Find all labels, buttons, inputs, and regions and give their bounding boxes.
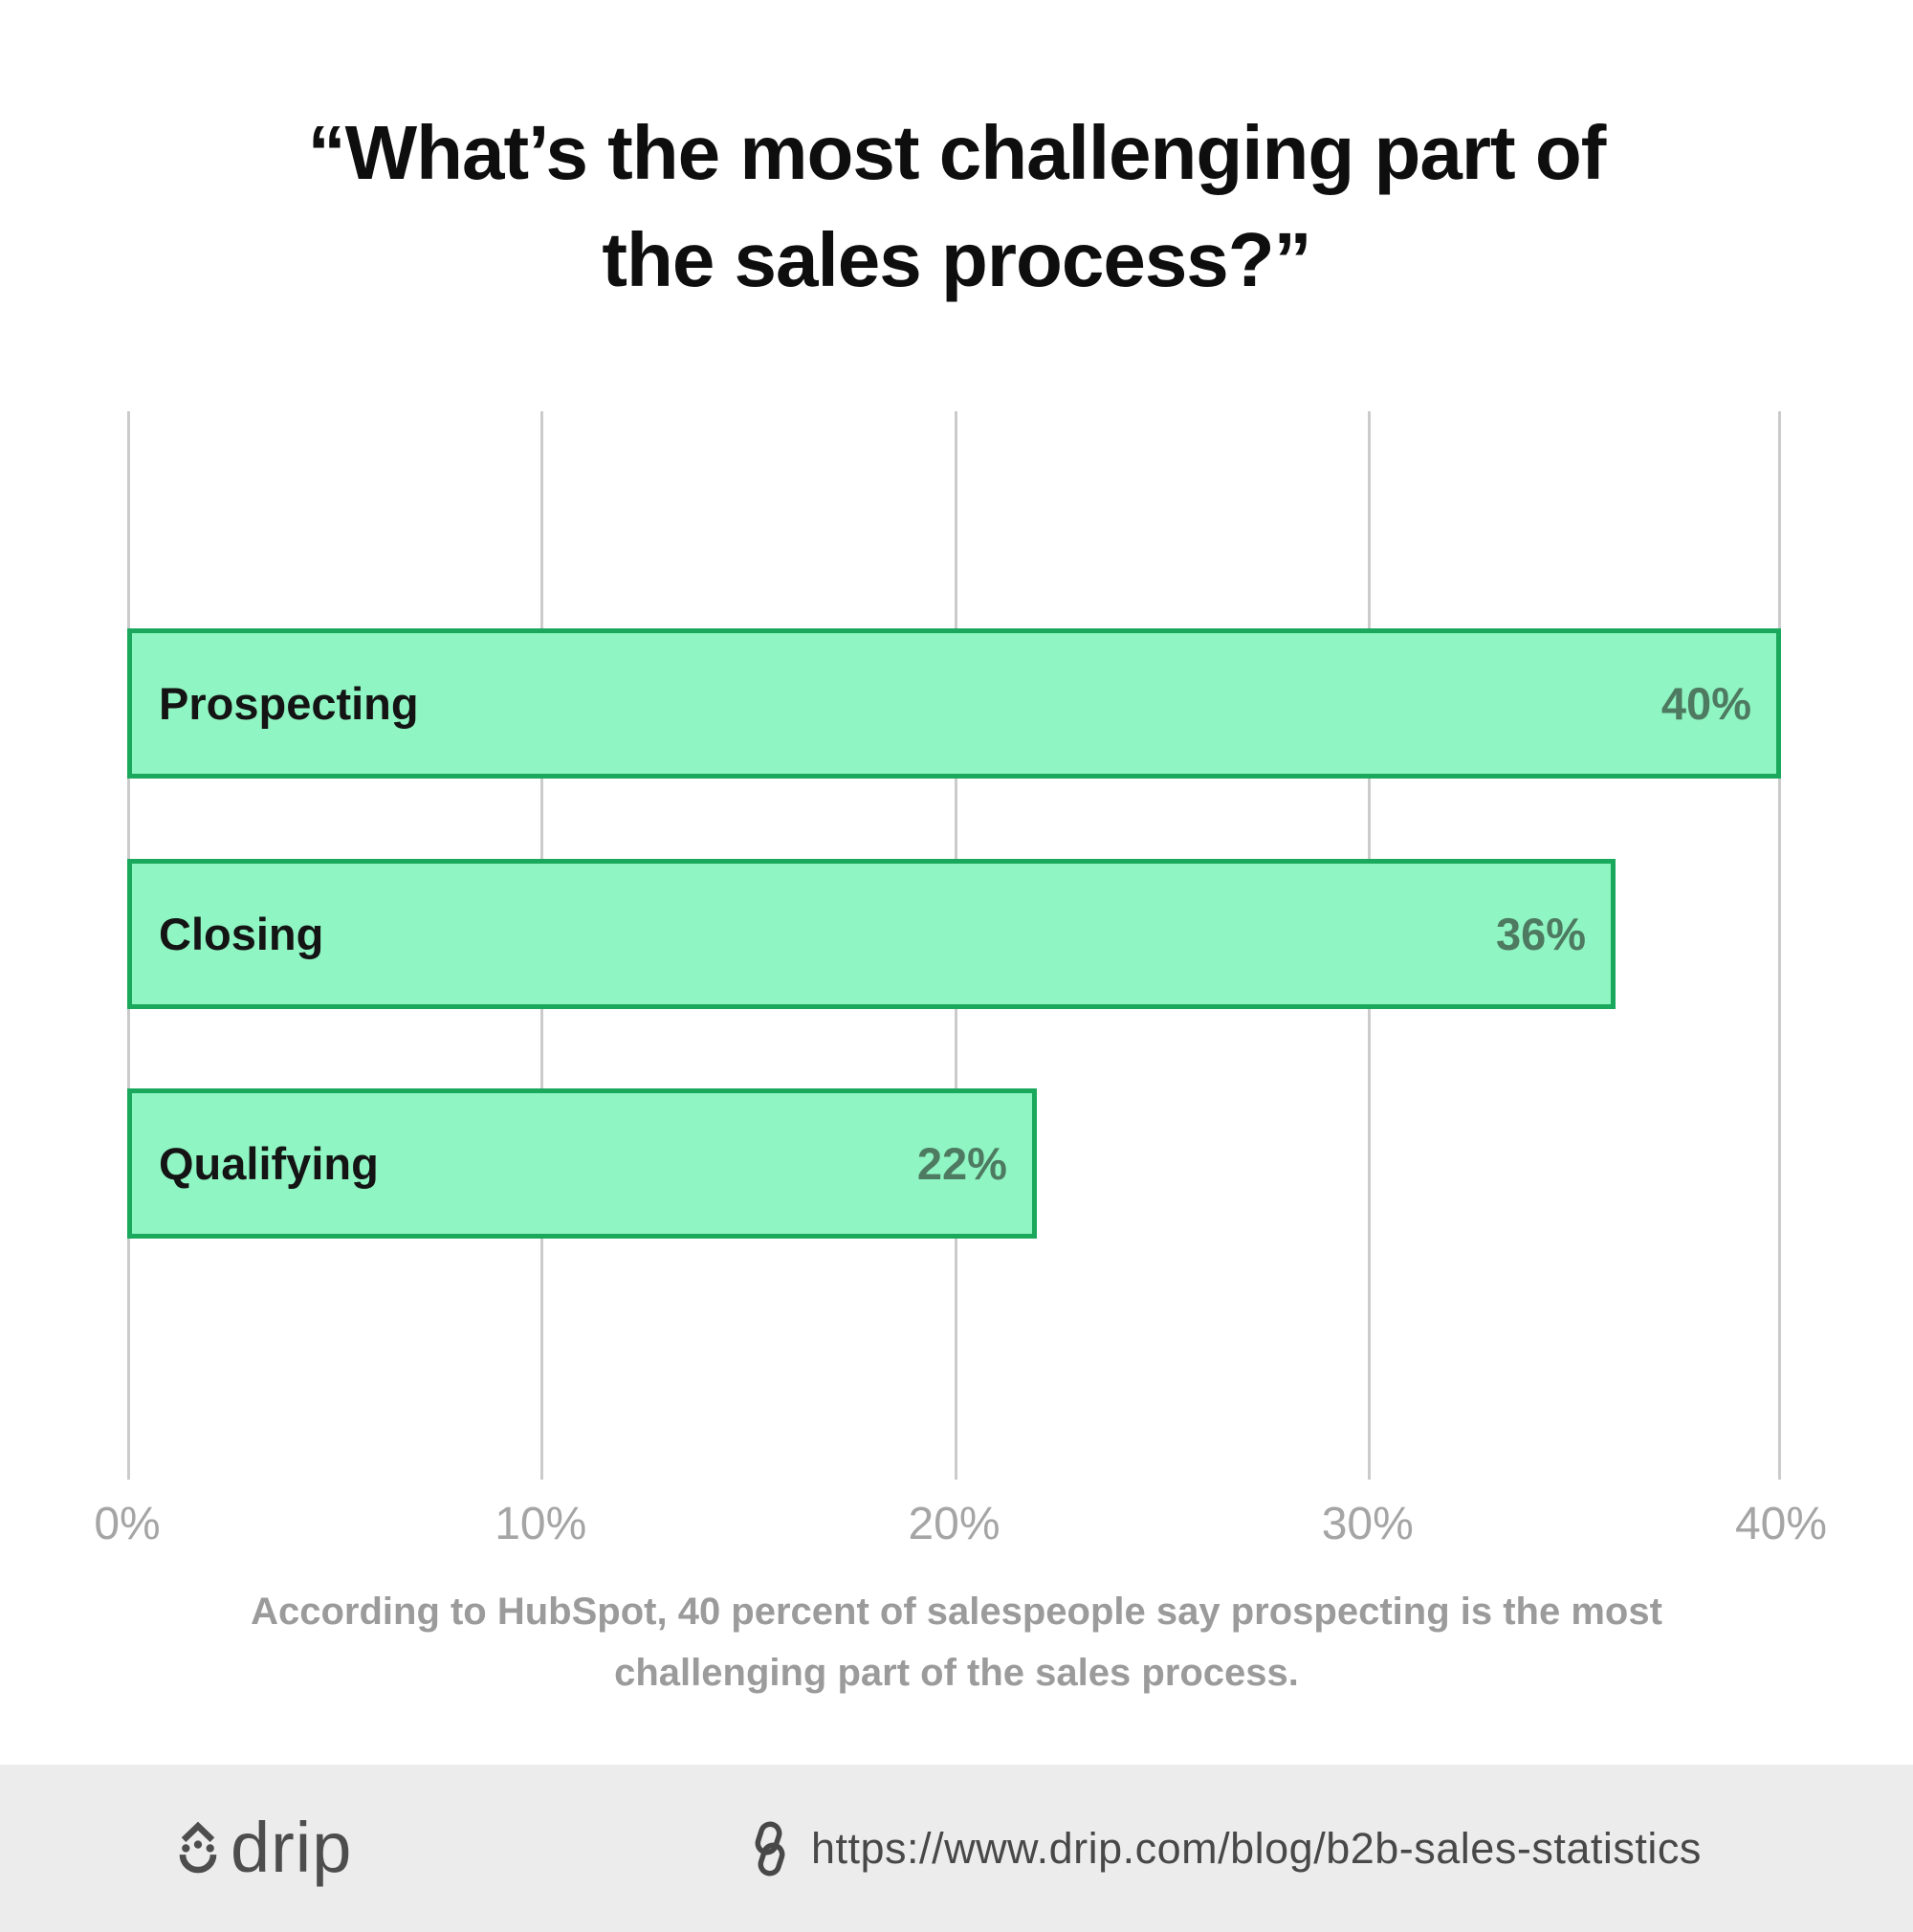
chart-title: “What’s the most challenging part of the … (0, 99, 1913, 314)
axis-tick-0: 0% (94, 1499, 161, 1549)
bar-value-label: 36% (1496, 909, 1587, 959)
bar-closing: Closing 36% (127, 859, 1616, 1009)
brand-wordmark: drip (231, 1807, 353, 1887)
bar-chart: Prospecting 40% Closing 36% Qualifying 2… (127, 411, 1781, 1480)
x-axis: 0% 10% 20% 30% 40% (94, 1498, 1827, 1555)
chart-caption: According to HubSpot, 40 percent of sale… (251, 1591, 1662, 1694)
link-icon (755, 1821, 785, 1876)
bar-category-label: Qualifying (159, 1138, 379, 1189)
droplet-icon (179, 1821, 217, 1873)
axis-tick-10: 10% (495, 1499, 587, 1549)
footer-bar: drip https://www.drip.com/blog/b2b-sales… (0, 1765, 1913, 1932)
bar-value-label: 40% (1660, 678, 1751, 729)
bar-category-label: Closing (159, 909, 324, 959)
gridline-40pct (1778, 411, 1781, 1480)
chart-title-line-1: “What’s the most challenging part of (307, 110, 1607, 195)
source-url-link[interactable]: https://www.drip.com/blog/b2b-sales-stat… (748, 1821, 1702, 1877)
drip-logo: drip (178, 1807, 353, 1887)
axis-tick-20: 20% (908, 1499, 1000, 1549)
chart-title-line-2: the sales process?” (602, 217, 1311, 302)
bar-prospecting: Prospecting 40% (127, 628, 1781, 779)
axis-tick-30: 30% (1321, 1499, 1414, 1549)
bar-qualifying: Qualifying 22% (127, 1088, 1037, 1239)
axis-tick-40: 40% (1734, 1499, 1828, 1549)
source-url-text: https://www.drip.com/blog/b2b-sales-stat… (811, 1823, 1702, 1873)
bar-value-label: 22% (916, 1138, 1007, 1189)
bar-category-label: Prospecting (159, 678, 419, 729)
